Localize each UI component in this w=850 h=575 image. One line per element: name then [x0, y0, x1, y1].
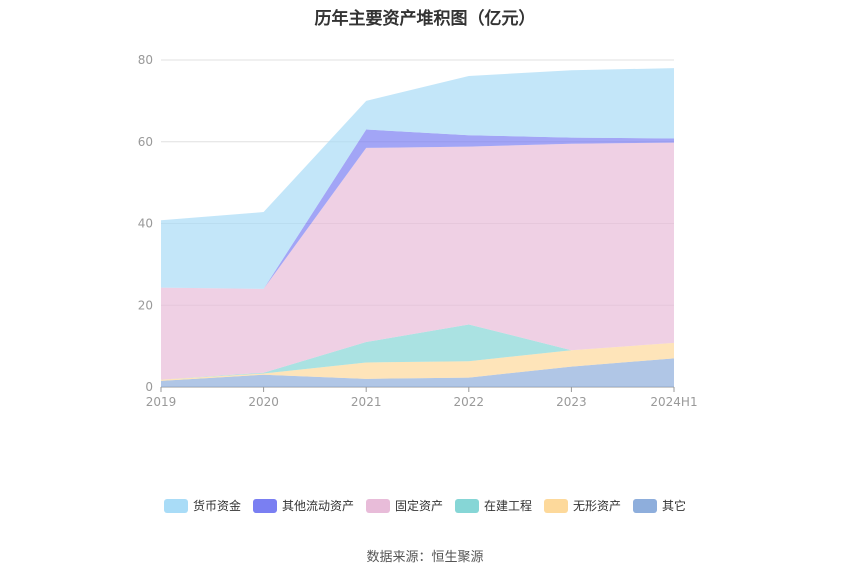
area-series-货币资金 — [161, 68, 674, 289]
legend-label: 其它 — [662, 499, 687, 513]
legend-item[interactable]: 其它 — [633, 497, 686, 514]
y-tick-label: 40 — [138, 217, 153, 231]
legend-label: 货币资金 — [192, 499, 241, 513]
data-source: 数据来源：恒生聚源 — [366, 550, 484, 565]
legend-item[interactable]: 在建工程 — [455, 497, 532, 514]
area-series-其它 — [161, 358, 674, 387]
legend-label: 其他流动资产 — [281, 499, 354, 513]
chart-title: 历年主要资产堆积图（亿元） — [314, 9, 536, 29]
legend-swatch — [455, 498, 479, 513]
legend-label: 无形资产 — [573, 499, 622, 513]
area-series-固定资产 — [161, 142, 674, 380]
y-tick-label: 60 — [138, 135, 153, 149]
legend-swatch — [633, 498, 658, 513]
legend-item[interactable]: 固定资产 — [365, 497, 443, 514]
legend-item[interactable]: 其他流动资产 — [252, 497, 354, 514]
stacked-area-chart: 0 20 40 60 80 2019 2020 2021 2022 2023 2024H1 — [138, 53, 698, 409]
area-series-在建工程 — [161, 324, 674, 380]
x-tick-label: 2019 — [146, 395, 177, 409]
y-tick-label: 80 — [138, 53, 153, 67]
y-tick-label: 20 — [138, 298, 153, 312]
legend-swatch — [365, 498, 390, 513]
legend-label: 固定资产 — [394, 499, 443, 513]
x-tick-label: 2021 — [351, 395, 382, 409]
legend-swatch — [252, 498, 277, 513]
x-tick-label: 2024H1 — [650, 395, 697, 409]
x-tick-label: 2022 — [454, 395, 485, 409]
legend-item[interactable]: 无形资产 — [544, 497, 621, 514]
chart-legend: 货币资金 其他流动资产 固定资产 在建工程 无形资产 其它 — [0, 497, 850, 514]
legend-swatch — [544, 498, 569, 513]
y-tick-label: 0 — [145, 380, 153, 394]
legend-label: 在建工程 — [484, 499, 533, 513]
legend-item[interactable]: 货币资金 — [163, 497, 241, 514]
legend-swatch — [163, 498, 188, 513]
x-tick-label: 2020 — [248, 395, 279, 409]
x-tick-label: 2023 — [556, 395, 587, 409]
